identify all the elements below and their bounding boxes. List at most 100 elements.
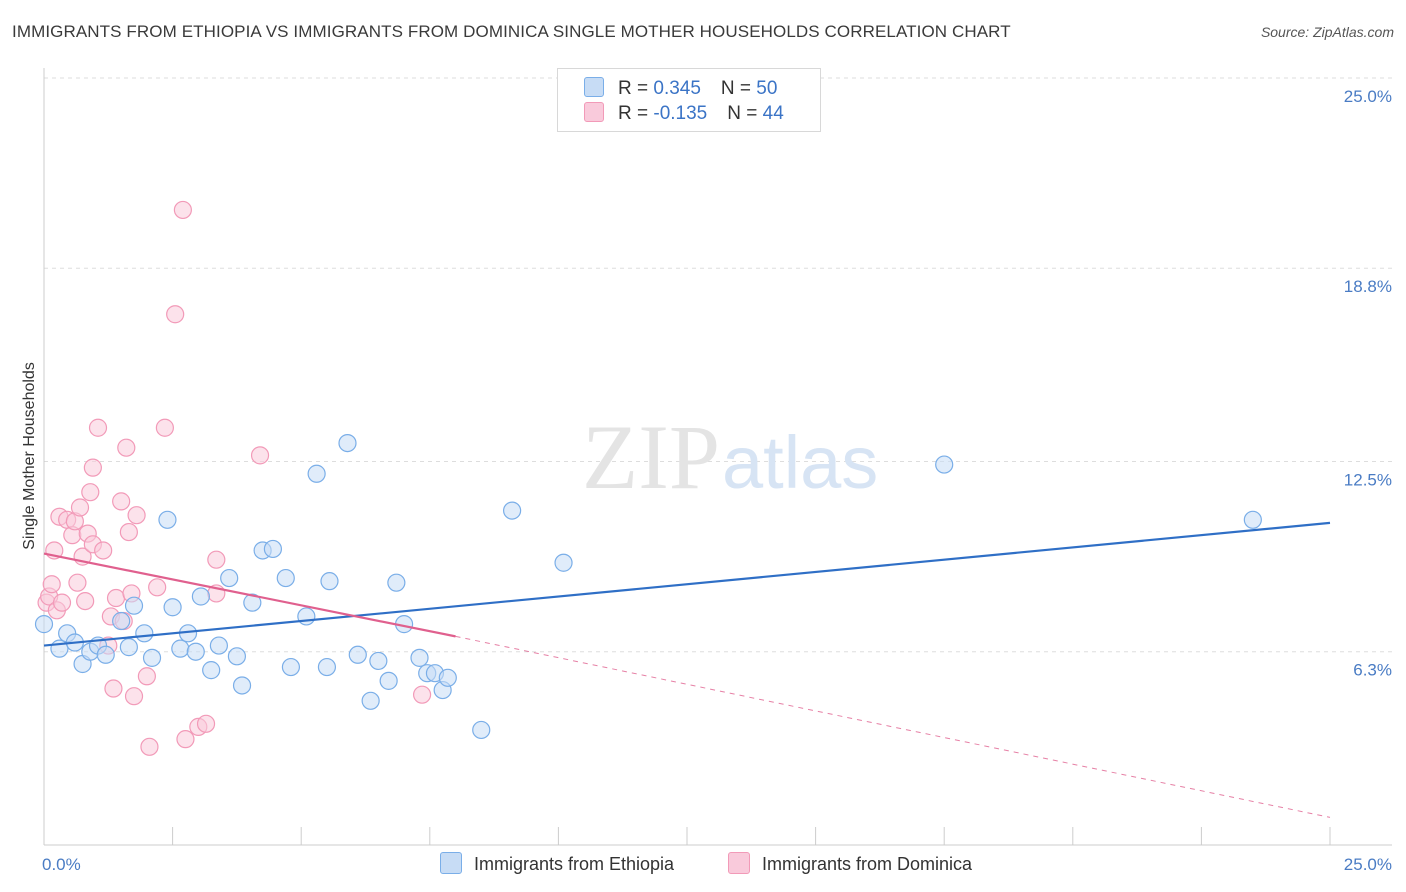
point-dominica xyxy=(140,737,159,756)
point-ethiopia xyxy=(379,671,398,690)
point-ethiopia xyxy=(191,587,210,606)
point-ethiopia xyxy=(124,596,144,615)
point-dominica xyxy=(250,446,270,465)
point-ethiopia xyxy=(317,657,337,677)
legend-r-value: 0.345 xyxy=(653,78,701,99)
point-ethiopia xyxy=(320,572,339,591)
point-ethiopia xyxy=(1243,510,1262,529)
point-ethiopia xyxy=(232,676,252,695)
y-tick-label: 18.8% xyxy=(1344,277,1392,296)
trend-line-dominica-extension xyxy=(455,635,1331,818)
point-dominica xyxy=(81,483,100,502)
bottom-legend-label-dominica: Immigrants from Dominica xyxy=(762,854,973,874)
legend-n-value: 44 xyxy=(762,103,784,124)
point-ethiopia xyxy=(163,598,182,617)
series-dominica xyxy=(37,200,432,756)
point-ethiopia xyxy=(158,510,177,529)
legend-r-label: R = xyxy=(618,78,654,99)
point-dominica xyxy=(76,591,95,611)
point-dominica xyxy=(137,667,156,686)
point-ethiopia xyxy=(263,539,283,559)
point-ethiopia xyxy=(281,657,301,677)
point-dominica xyxy=(104,679,123,698)
point-ethiopia xyxy=(186,642,205,661)
point-dominica xyxy=(112,492,131,511)
y-tick-label: 25.0% xyxy=(1344,87,1392,106)
legend-n-label: N = xyxy=(720,78,757,99)
point-dominica xyxy=(127,506,146,525)
point-ethiopia xyxy=(276,568,295,588)
trend-line-ethiopia xyxy=(43,521,1331,647)
point-ethiopia xyxy=(227,647,246,666)
correlation-legend: R = 0.345 N = 50 R = -0.135 N = 44 xyxy=(557,68,821,132)
watermark-zip: ZIP xyxy=(582,406,720,508)
point-dominica xyxy=(52,593,72,612)
point-dominica xyxy=(148,578,167,597)
point-dominica xyxy=(88,418,108,437)
point-ethiopia xyxy=(34,615,54,634)
point-dominica xyxy=(42,575,61,594)
point-ethiopia xyxy=(135,624,154,643)
point-ethiopia xyxy=(935,455,954,474)
point-ethiopia xyxy=(119,638,138,657)
point-dominica xyxy=(412,685,432,704)
watermark: ZIP atlas xyxy=(582,406,878,508)
point-dominica xyxy=(207,550,226,569)
point-ethiopia xyxy=(369,651,388,671)
bottom-legend-swatch-ethiopia xyxy=(440,852,462,874)
y-axis-label: Single Mother Households xyxy=(21,362,38,550)
point-dominica xyxy=(117,438,136,457)
grid-lines xyxy=(44,77,1392,653)
point-dominica xyxy=(83,458,102,477)
point-ethiopia xyxy=(142,648,162,667)
point-ethiopia xyxy=(307,464,326,483)
point-ethiopia xyxy=(472,720,491,740)
bottom-legend-swatch-dominica xyxy=(728,852,750,874)
point-ethiopia xyxy=(438,668,457,687)
point-ethiopia xyxy=(96,645,115,664)
chart-title: IMMIGRANTS FROM ETHIOPIA VS IMMIGRANTS F… xyxy=(12,22,1011,41)
legend-swatch-dominica xyxy=(584,102,604,122)
point-dominica xyxy=(196,714,216,733)
bottom-legend-label-ethiopia: Immigrants from Ethiopia xyxy=(474,854,675,874)
x-tick-label: 0.0% xyxy=(42,855,81,874)
watermark-atlas: atlas xyxy=(722,421,878,504)
point-ethiopia xyxy=(338,433,357,453)
point-ethiopia xyxy=(348,645,367,664)
point-dominica xyxy=(155,418,174,437)
point-dominica xyxy=(176,730,195,749)
point-dominica xyxy=(124,687,144,706)
point-ethiopia xyxy=(243,593,262,612)
point-ethiopia xyxy=(202,661,221,680)
y-tick-label: 6.3% xyxy=(1353,661,1392,680)
legend-row-dominica: R = -0.135 N = 44 xyxy=(584,102,784,126)
point-dominica xyxy=(173,200,192,220)
series-ethiopia xyxy=(34,433,1262,740)
point-ethiopia xyxy=(171,639,190,658)
point-ethiopia xyxy=(209,636,228,655)
axes xyxy=(43,68,1392,846)
point-ethiopia xyxy=(387,573,406,592)
legend-r-label: R = xyxy=(618,103,654,124)
legend-n-label: N = xyxy=(727,103,763,124)
x-tick-label: 25.0% xyxy=(1344,855,1392,874)
point-ethiopia xyxy=(554,553,573,572)
legend-swatch-ethiopia xyxy=(584,77,604,97)
point-dominica xyxy=(119,522,138,542)
point-dominica xyxy=(166,305,185,324)
source-label: Source: ZipAtlas.com xyxy=(1260,24,1394,40)
point-dominica xyxy=(94,541,113,560)
point-ethiopia xyxy=(503,501,522,520)
point-ethiopia xyxy=(410,648,429,667)
point-ethiopia xyxy=(112,611,131,631)
point-ethiopia xyxy=(297,607,316,626)
legend-n-value: 50 xyxy=(756,78,778,99)
point-dominica xyxy=(68,573,87,592)
bottom-legend-dominica: Immigrants from Dominica xyxy=(728,852,972,875)
bottom-legend-ethiopia: Immigrants from Ethiopia xyxy=(440,852,674,875)
trend-line-dominica xyxy=(43,552,456,638)
trend-lines xyxy=(43,521,1331,818)
point-dominica xyxy=(106,588,126,608)
tick-labels: 25.0% 18.8% 12.5% 6.3% 0.0% 25.0% xyxy=(42,87,1392,874)
